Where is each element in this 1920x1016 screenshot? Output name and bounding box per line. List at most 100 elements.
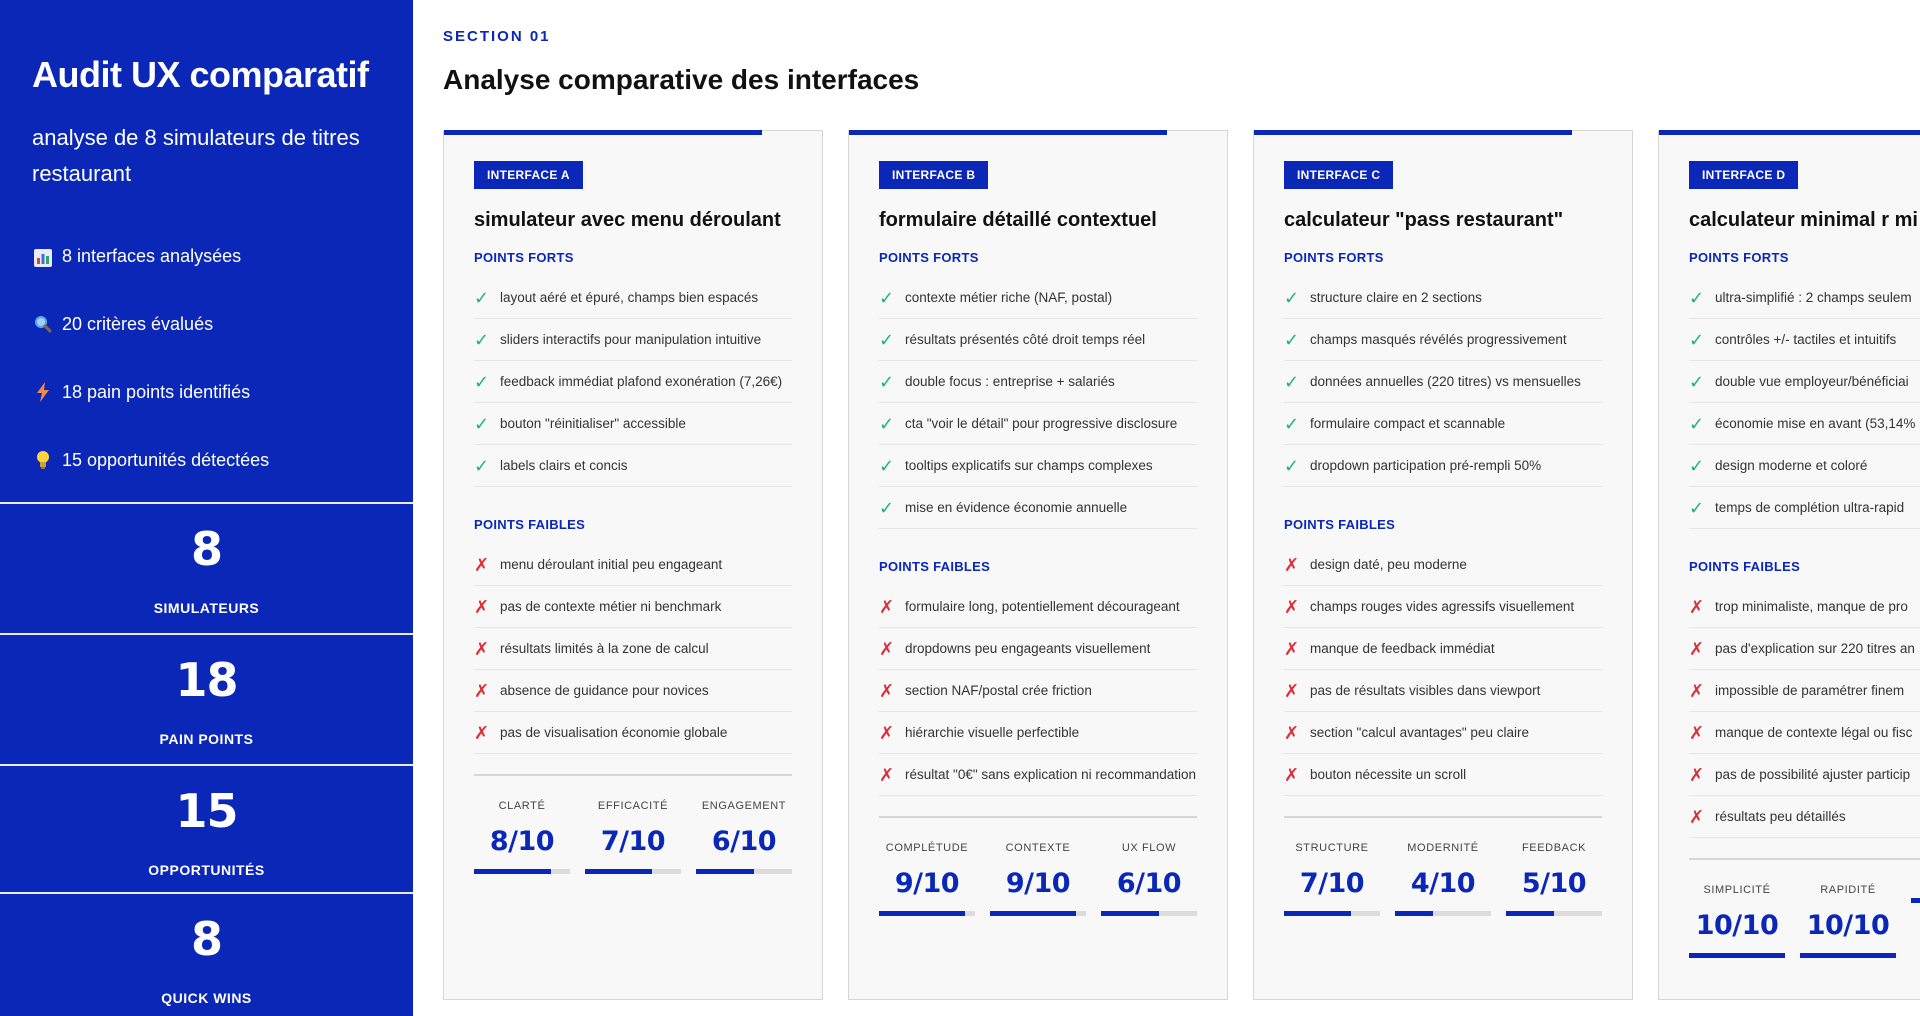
strengths-heading: POINTS FORTS [1689,250,1789,265]
strengths-heading: POINTS FORTS [1284,250,1384,265]
weakness-text: résultats limités à la zone de calcul [500,641,709,656]
kpi-label: SIMULATEURS [153,600,260,616]
report-title: Audit UX comparatif [32,54,369,95]
kpi-label: QUICK WINS [161,990,252,1006]
score-value: 10/10 [1695,910,1779,941]
cross-icon: ✗ [1284,765,1300,785]
score-row: COMPLÉTUDE 9/10 CONTEXTE 9/10 UX FLOW 6/10 [879,816,1197,916]
main-content: SECTION 01 Analyse comparative des inter… [413,0,1920,1016]
weakness-text: impossible de paramétrer finem [1715,683,1905,698]
check-icon: ✓ [474,288,490,308]
strength-text: double vue employeur/bénéficiai [1715,374,1909,389]
score-progress-fill [1284,911,1352,916]
check-icon: ✓ [1689,456,1705,476]
interface-badge: INTERFACE C [1284,161,1394,189]
strength-text: contexte métier riche (NAF, postal) [905,290,1113,305]
score-label: COMPLÉTUDE [885,842,969,854]
weaknesses-heading: POINTS FAIBLES [474,517,586,532]
cross-icon: ✗ [474,723,490,743]
check-icon: ✓ [1284,414,1300,434]
cross-icon: ✗ [1284,639,1300,659]
weakness-item: ✗ résultats peu détaillés [1689,796,1920,838]
weakness-text: manque de contexte légal ou fisc [1715,725,1913,740]
score-progress-fill [1506,911,1554,916]
strength-item: ✓ sliders interactifs pour manipulation i… [474,319,792,361]
weakness-text: manque de feedback immédiat [1310,641,1495,656]
weakness-text: design daté, peu moderne [1310,557,1467,572]
score-progress-fill [990,911,1077,916]
score-metric: SIMPLICITÉ 10/10 [1689,884,1785,958]
weakness-item: ✗ pas de contexte métier ni benchmark [474,586,792,628]
score-value: 9/10 [1005,868,1071,899]
weakness-item: ✗ section "calcul avantages" peu claire [1284,712,1602,754]
strength-item: ✓ dropdown participation pré-rempli 50% [1284,445,1602,487]
strength-item: ✓ contexte métier riche (NAF, postal) [879,277,1197,319]
strength-item: ✓ économie mise en avant (53,14% [1689,403,1920,445]
cross-icon: ✗ [879,723,895,743]
score-progress-fill [585,869,653,874]
weakness-text: pas de contexte métier ni benchmark [500,599,722,614]
kpi-quick-wins: 8 QUICK WINS [0,892,413,1016]
strengths-heading: POINTS FORTS [879,250,979,265]
strength-text: cta "voir le détail" pour progressive di… [905,416,1178,431]
score-row: CLARTÉ 8/10 EFFICACITÉ 7/10 ENGAGEMENT 6/10 [474,774,792,874]
score-value: 7/10 [1299,868,1365,899]
stat-item-pain-points: 18 pain points identifiés [32,358,392,426]
weakness-item: ✗ manque de contexte légal ou fisc [1689,712,1920,754]
score-value: 6/10 [711,826,777,857]
weakness-text: pas d'explication sur 220 titres an [1715,641,1915,656]
score-label: EFFICACITÉ [597,800,669,812]
strength-item: ✓ cta "voir le détail" pour progressive d… [879,403,1197,445]
lightbulb-icon [32,449,54,471]
kpi-value: 18 [175,653,238,707]
weakness-text: hiérarchie visuelle perfectible [905,725,1080,740]
score-metric: COMPLÉTUDE 9/10 [879,842,975,916]
strength-text: champs masqués révélés progressivement [1310,332,1567,347]
weakness-item: ✗ hiérarchie visuelle perfectible [879,712,1197,754]
score-progress-fill [474,869,551,874]
weakness-text: bouton nécessite un scroll [1310,767,1467,782]
score-metric: UX FLOW 6/10 [1101,842,1197,916]
weakness-item: ✗ trop minimaliste, manque de pro [1689,586,1920,628]
score-progress-fill [696,869,754,874]
strength-item: ✓ design moderne et coloré [1689,445,1920,487]
score-value: 4/10 [1410,868,1476,899]
score-label: ENGAGEMENT [701,800,787,812]
check-icon: ✓ [1689,288,1705,308]
card-accent-bar [1254,129,1572,135]
lightning-icon [32,381,54,403]
score-progress-fill [1689,953,1785,958]
weakness-text: pas de résultats visibles dans viewport [1310,683,1541,698]
check-icon: ✓ [879,498,895,518]
strength-item: ✓ bouton "réinitialiser" accessible [474,403,792,445]
score-metric: FEEDBACK 5/10 [1506,842,1602,916]
weakness-item: ✗ champs rouges vides agressifs visuellem… [1284,586,1602,628]
score-value: 8/10 [489,826,555,857]
kpi-value: 8 [190,912,223,966]
score-label: CONTEXTE [1005,842,1071,854]
strength-item: ✓ layout aéré et épuré, champs bien espac… [474,277,792,319]
score-progress-bar [1800,953,1896,958]
score-metric: EFFICACITÉ 7/10 [585,800,681,874]
weakness-text: section "calcul avantages" peu claire [1310,725,1529,740]
strength-text: tooltips explicatifs sur champs complexe… [905,458,1153,473]
weakness-item: ✗ résultat "0€" sans explication ni recom… [879,754,1197,796]
kpi-value: 15 [175,784,238,838]
check-icon: ✓ [1284,330,1300,350]
weaknesses-heading: POINTS FAIBLES [879,559,991,574]
strength-text: temps de complétion ultra-rapid [1715,500,1905,515]
interface-badge: INTERFACE B [879,161,989,189]
score-progress-bar [1101,911,1197,916]
card-accent-bar [444,129,762,135]
kpi-simulators: 8 SIMULATEURS [0,502,413,633]
interface-badge: INTERFACE D [1689,161,1799,189]
sidebar: Audit UX comparatif analyse de 8 simulat… [0,0,413,1016]
score-value: 7/10 [600,826,666,857]
weakness-text: trop minimaliste, manque de pro [1715,599,1908,614]
weakness-text: menu déroulant initial peu engageant [500,557,723,572]
stat-text: 8 interfaces analysées [62,245,242,266]
weakness-item: ✗ pas d'explication sur 220 titres an [1689,628,1920,670]
strength-item: ✓ structure claire en 2 sections [1284,277,1602,319]
weaknesses-heading: POINTS FAIBLES [1284,517,1396,532]
check-icon: ✓ [1284,456,1300,476]
